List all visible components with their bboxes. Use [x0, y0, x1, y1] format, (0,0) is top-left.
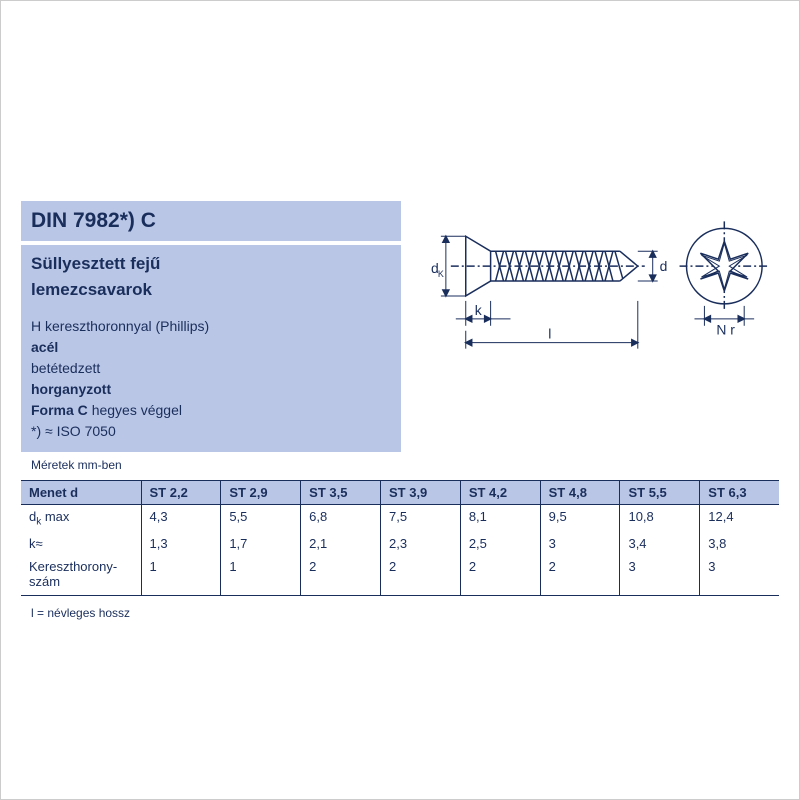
col-header-size: ST 2,9	[221, 481, 301, 505]
cell-value: 4,3	[141, 505, 221, 532]
table-body: dk max4,35,56,87,58,19,510,812,4k≈1,31,7…	[21, 505, 779, 596]
cell-value: 2	[540, 555, 620, 596]
cell-value: 8,1	[460, 505, 540, 532]
cell-value: 5,5	[221, 505, 301, 532]
table-header-row: Menet dST 2,2ST 2,9ST 3,5ST 3,9ST 4,2ST …	[21, 481, 779, 505]
desc-line-2: acél	[31, 337, 391, 358]
standard-title: DIN 7982*) C	[21, 201, 401, 241]
desc-1-suffix: (Phillips)	[156, 318, 210, 334]
screw-diagram-svg: d K d k l N r	[421, 201, 779, 371]
d-label: d	[660, 258, 668, 274]
content-region: DIN 7982*) C Süllyesztett fejű lemezcsav…	[21, 201, 779, 620]
cell-value: 6,8	[301, 505, 381, 532]
col-header-size: ST 5,5	[620, 481, 700, 505]
table-head: Menet dST 2,2ST 2,9ST 3,5ST 3,9ST 4,2ST …	[21, 481, 779, 505]
description-block: H kereszthoronnyal (Phillips) acél betét…	[21, 310, 401, 452]
cell-value: 2	[380, 555, 460, 596]
cell-value: 2,1	[301, 532, 381, 555]
desc-line-3: betétedzett	[31, 358, 391, 379]
desc-1-prefix: H kereszthoronnyal	[31, 318, 156, 334]
dk-sub: K	[438, 269, 444, 279]
cell-value: 2,5	[460, 532, 540, 555]
col-header-size: ST 3,9	[380, 481, 460, 505]
row-label: dk max	[21, 505, 141, 532]
table-row: Kereszthorony-szám11222233	[21, 555, 779, 596]
cell-value: 2	[301, 555, 381, 596]
cell-value: 10,8	[620, 505, 700, 532]
cell-value: 3,8	[700, 532, 779, 555]
desc-line-4: horganyzott	[31, 379, 391, 400]
cell-value: 1	[141, 555, 221, 596]
cell-value: 1,3	[141, 532, 221, 555]
table-row: dk max4,35,56,87,58,19,510,812,4	[21, 505, 779, 532]
desc-line-1: H kereszthoronnyal (Phillips)	[31, 316, 391, 337]
table-row: k≈1,31,72,12,32,533,43,8	[21, 532, 779, 555]
cell-value: 1,7	[221, 532, 301, 555]
col-header-size: ST 4,2	[460, 481, 540, 505]
col-header-size: ST 6,3	[700, 481, 779, 505]
col-header-size: ST 2,2	[141, 481, 221, 505]
desc-5-prefix: Forma C	[31, 402, 92, 418]
subtitle-line-1: Süllyesztett fejű	[31, 251, 391, 277]
cell-value: 3	[620, 555, 700, 596]
cell-value: 3,4	[620, 532, 700, 555]
header-row: DIN 7982*) C Süllyesztett fejű lemezcsav…	[21, 201, 779, 474]
l-label: l	[548, 326, 551, 342]
cell-value: 1	[221, 555, 301, 596]
cell-value: 7,5	[380, 505, 460, 532]
desc-line-6: *) ≈ ISO 7050	[31, 421, 391, 442]
subtitle-line-2: lemezcsavarok	[31, 277, 391, 303]
col-header-size: ST 3,5	[301, 481, 381, 505]
col-header-label: Menet d	[21, 481, 141, 505]
cell-value: 3	[700, 555, 779, 596]
row-label: k≈	[21, 532, 141, 555]
cell-value: 2	[460, 555, 540, 596]
row-label: Kereszthorony-szám	[21, 555, 141, 596]
desc-line-5: Forma C hegyes véggel	[31, 400, 391, 421]
k-label: k	[475, 302, 482, 318]
desc-5-suffix: hegyes véggel	[92, 402, 182, 418]
cell-value: 3	[540, 532, 620, 555]
dimensions-table-wrap: Menet dST 2,2ST 2,9ST 3,5ST 3,9ST 4,2ST …	[21, 480, 779, 596]
header-left: DIN 7982*) C Süllyesztett fejű lemezcsav…	[21, 201, 401, 474]
dimensions-note: Méretek mm-ben	[21, 452, 401, 474]
nr-label: N r	[716, 322, 735, 338]
cell-value: 9,5	[540, 505, 620, 532]
col-header-size: ST 4,8	[540, 481, 620, 505]
technical-diagram: d K d k l N r	[421, 201, 779, 371]
product-subtitle: Süllyesztett fejű lemezcsavarok	[21, 245, 401, 310]
cell-value: 12,4	[700, 505, 779, 532]
footer-note: l = névleges hossz	[21, 596, 779, 620]
cell-value: 2,3	[380, 532, 460, 555]
dimensions-table: Menet dST 2,2ST 2,9ST 3,5ST 3,9ST 4,2ST …	[21, 481, 779, 596]
